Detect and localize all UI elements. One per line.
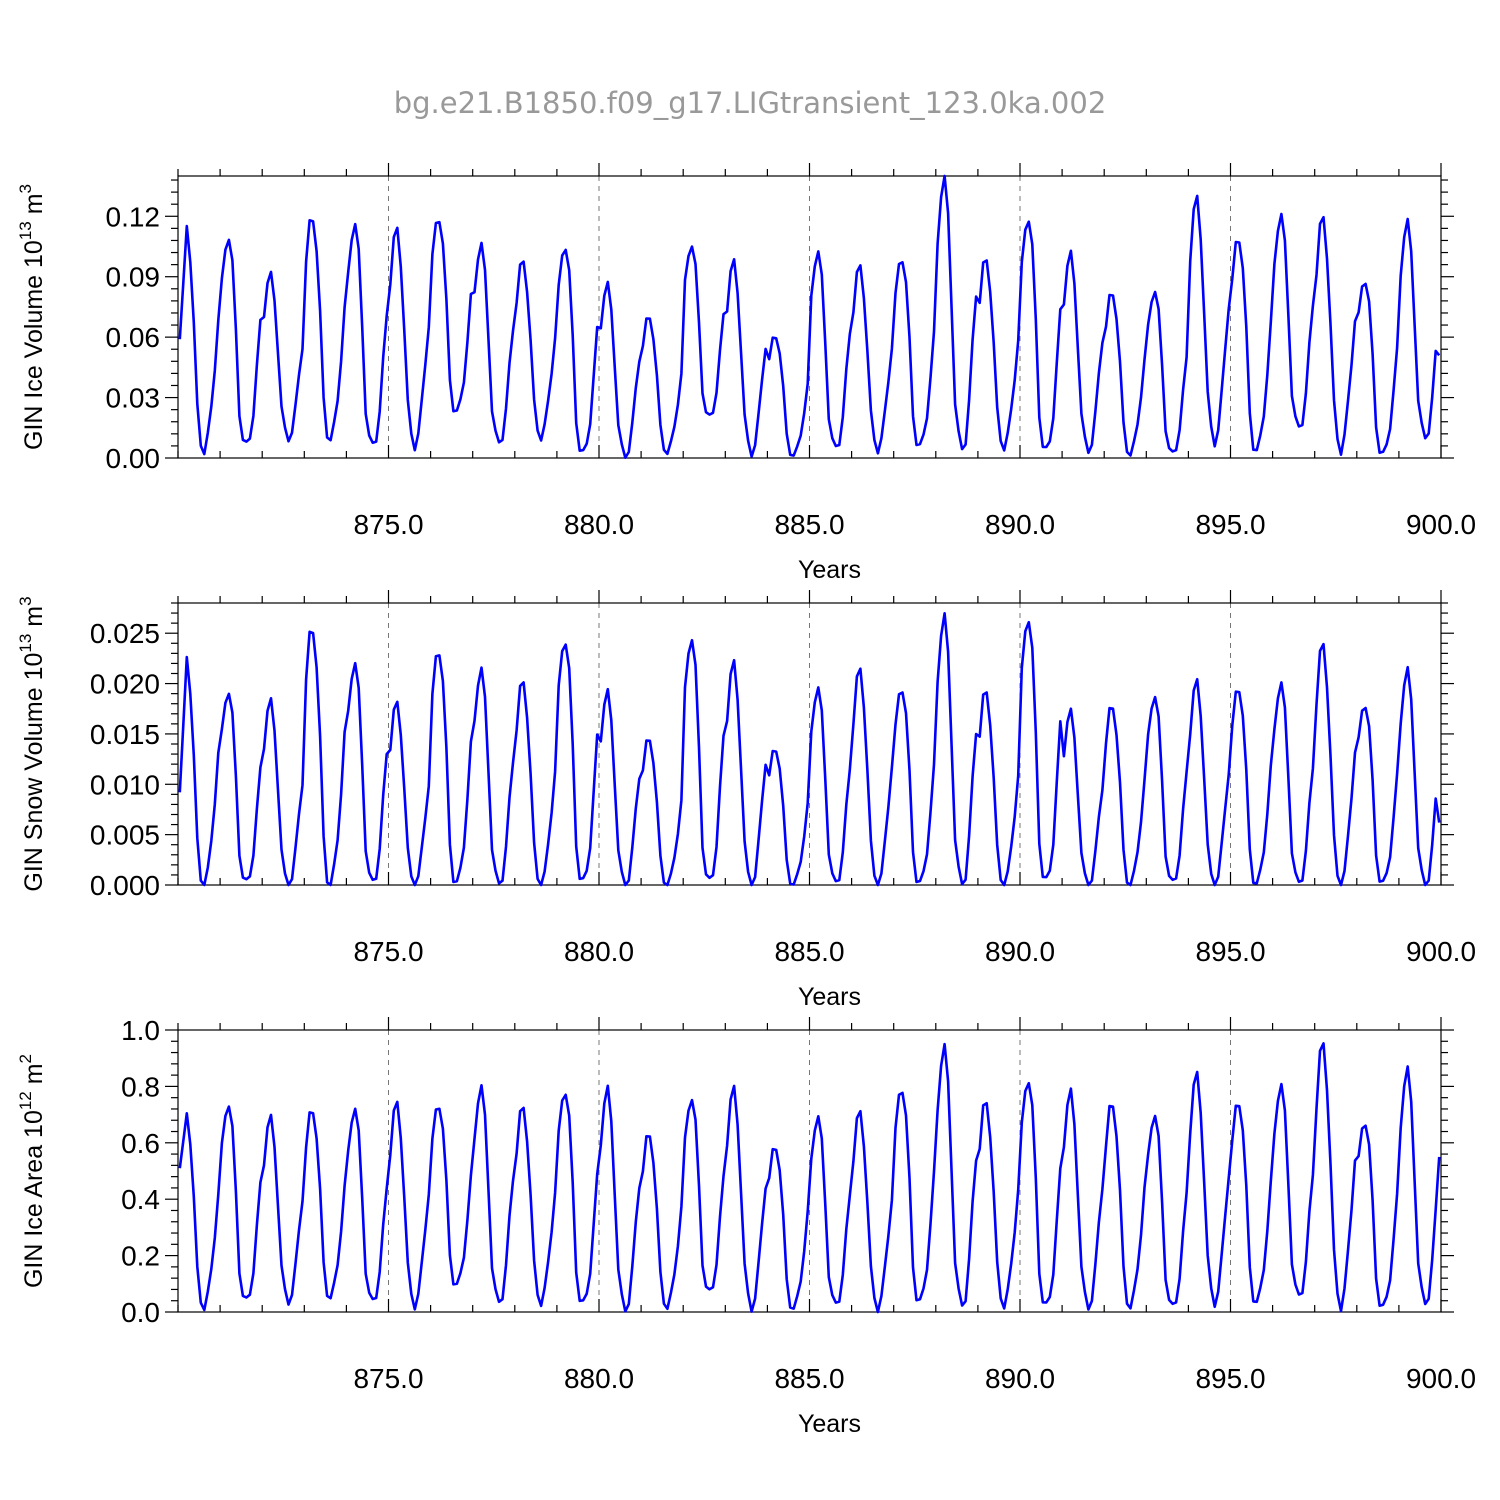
y-axis-title-base: GIN Ice Volume 10 xyxy=(20,240,48,450)
y-axis-title-unit-exponent: 3 xyxy=(16,596,35,605)
x-tick-label: 900.0 xyxy=(1406,936,1476,967)
x-tick-label: 885.0 xyxy=(774,936,844,967)
x-axis-title: Years xyxy=(798,556,861,584)
x-tick-label: 875.0 xyxy=(353,936,423,967)
y-axis-title: GIN Ice Volume 1013 m3 xyxy=(16,184,48,450)
x-tick-label: 880.0 xyxy=(564,936,634,967)
x-tick-label: 900.0 xyxy=(1406,1363,1476,1394)
figure-title: bg.e21.B1850.f09_g17.LIGtransient_123.0k… xyxy=(394,86,1107,120)
x-tick-label: 890.0 xyxy=(985,936,1055,967)
y-axis-title-unit: m xyxy=(20,193,48,221)
y-tick-label: 0.005 xyxy=(90,820,160,851)
x-tick-label: 875.0 xyxy=(353,1363,423,1394)
y-tick-label: 0.015 xyxy=(90,719,160,750)
y-axis-title-unit-exponent: 3 xyxy=(16,184,35,193)
y-axis-title-base: GIN Ice Area 10 xyxy=(20,1110,48,1288)
y-axis-title: GIN Ice Area 1012 m2 xyxy=(16,1054,48,1288)
y-axis-title-unit-exponent: 2 xyxy=(16,1054,35,1063)
x-axis-title: Years xyxy=(798,1410,861,1438)
x-tick-label: 890.0 xyxy=(985,509,1055,540)
y-axis-title-base: GIN Snow Volume 10 xyxy=(20,653,48,892)
panel-snow-volume: 0.000 0.005 0.010 0.015 0.020 0.025 875.0 880.0… xyxy=(16,590,1476,1011)
y-tick-label: 0.010 xyxy=(90,769,160,800)
x-axis-title: Years xyxy=(798,983,861,1011)
series-line xyxy=(178,174,1441,459)
x-tick-label: 885.0 xyxy=(774,1363,844,1394)
x-tick-label: 875.0 xyxy=(353,509,423,540)
series-line xyxy=(178,1042,1441,1314)
y-tick-label: 0.020 xyxy=(90,669,160,700)
x-tick-label: 890.0 xyxy=(985,1363,1055,1394)
y-tick-label: 1.0 xyxy=(121,1015,160,1046)
x-tick-label: 895.0 xyxy=(1195,936,1265,967)
y-axis-title-exponent: 13 xyxy=(16,221,35,240)
x-tick-label: 880.0 xyxy=(564,509,634,540)
x-tick-label: 880.0 xyxy=(564,1363,634,1394)
y-tick-label: 0.025 xyxy=(90,618,160,649)
x-tick-label: 900.0 xyxy=(1406,509,1476,540)
y-axis-title-unit: m xyxy=(20,1063,48,1091)
y-tick-label: 0.12 xyxy=(106,201,161,232)
y-axis-title: GIN Snow Volume 1013 m3 xyxy=(16,596,48,891)
y-tick-label: 0.06 xyxy=(106,322,161,353)
x-tick-label: 895.0 xyxy=(1195,1363,1265,1394)
y-tick-label: 0.09 xyxy=(106,262,161,293)
y-tick-label: 0.4 xyxy=(121,1184,160,1215)
y-tick-label: 0.03 xyxy=(106,383,161,414)
y-tick-label: 0.2 xyxy=(121,1241,160,1272)
x-tick-label: 895.0 xyxy=(1195,509,1265,540)
y-tick-label: 0.000 xyxy=(90,870,160,901)
y-tick-label: 0.0 xyxy=(121,1297,160,1328)
y-axis-title-exponent: 13 xyxy=(16,634,35,653)
y-tick-label: 0.8 xyxy=(121,1071,160,1102)
x-tick-label: 885.0 xyxy=(774,509,844,540)
y-axis-title-unit: m xyxy=(20,606,48,634)
y-tick-label: 0.00 xyxy=(106,443,161,474)
series-line xyxy=(178,612,1441,887)
y-axis-title-exponent: 12 xyxy=(16,1091,35,1110)
panel-ice-area: 0.0 0.2 0.4 0.6 0.8 1.0 875.0 880.0 885.0 890.0 89… xyxy=(16,1015,1476,1438)
panel-ice-volume: 0.00 0.03 0.06 0.09 0.12 875.0 880.0 885.0 890.0… xyxy=(16,163,1476,584)
y-tick-label: 0.6 xyxy=(121,1128,160,1159)
